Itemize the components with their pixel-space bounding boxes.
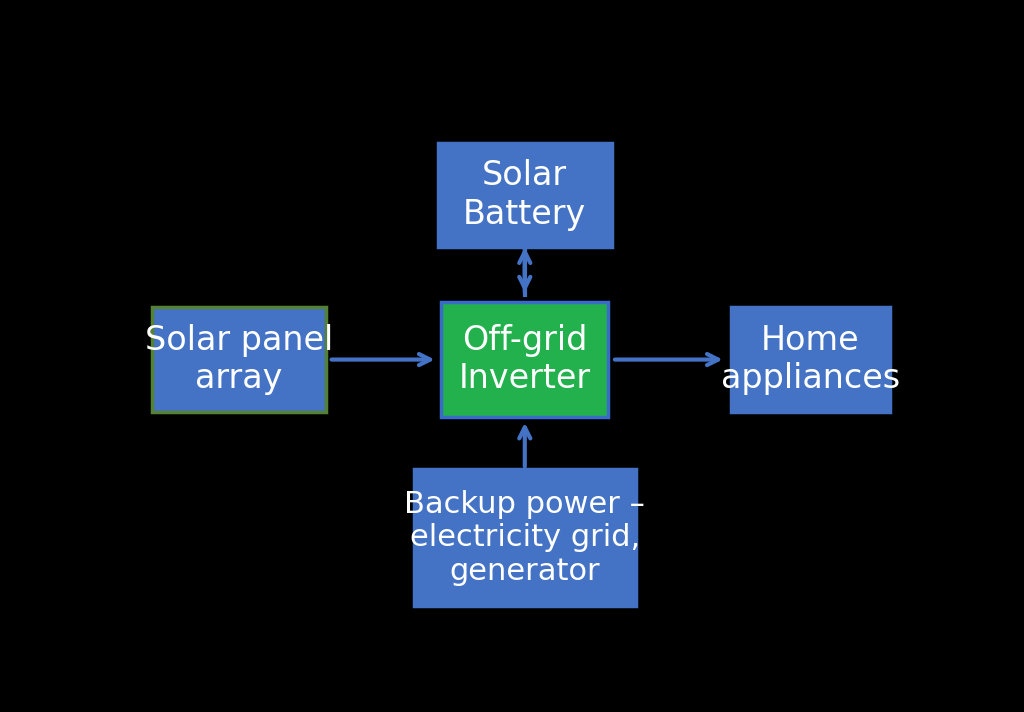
FancyBboxPatch shape xyxy=(152,308,327,412)
Text: Backup power –
electricity grid,
generator: Backup power – electricity grid, generat… xyxy=(404,490,645,586)
FancyBboxPatch shape xyxy=(441,302,608,417)
FancyBboxPatch shape xyxy=(437,143,612,247)
Text: Off-grid
Inverter: Off-grid Inverter xyxy=(459,324,591,395)
Text: Home
appliances: Home appliances xyxy=(721,324,900,395)
Text: Solar panel
array: Solar panel array xyxy=(145,324,333,395)
FancyBboxPatch shape xyxy=(731,308,890,412)
Text: Solar
Battery: Solar Battery xyxy=(463,159,587,231)
FancyBboxPatch shape xyxy=(414,469,636,607)
